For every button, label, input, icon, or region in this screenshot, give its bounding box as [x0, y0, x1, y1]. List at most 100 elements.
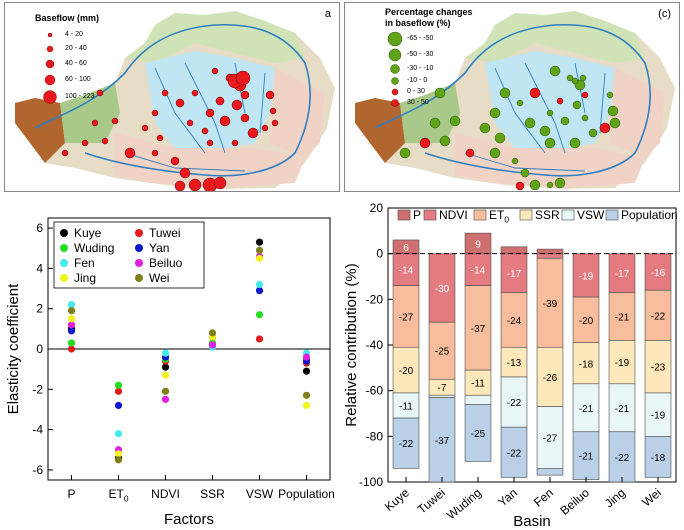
panel-label-c: (c): [658, 8, 671, 20]
percentage-change-station-dot: [571, 77, 579, 85]
percentage-legend-label-3: -30 - -10: [407, 65, 434, 72]
legend-dot-65-50: [387, 31, 403, 47]
contribution-x-tick-label: Wuding: [444, 486, 484, 523]
contribution-bar-p: [500, 246, 528, 254]
contribution-bar-label: -22: [615, 453, 630, 464]
baseflow-station-dot: [141, 124, 149, 132]
legend-dot-50-30: [388, 48, 402, 62]
northern-desert: [125, 11, 305, 63]
percentage-change-station-dot: [489, 147, 501, 159]
contribution-y-tick-label: -40: [366, 338, 384, 352]
contribution-x-tick-label: Jing: [602, 486, 628, 511]
contribution-bar-et0: [644, 289, 672, 341]
contribution-bar-label: -17: [615, 269, 630, 280]
elasticity-point-wei: [67, 307, 76, 315]
baseflow-station-dot: [191, 89, 199, 97]
elasticity-y-tick-label: 0: [36, 342, 43, 356]
contribution-bar-vsw: [572, 383, 600, 433]
elasticity-legend-marker-tuwei: [135, 229, 143, 237]
baseflow-station-dot: [186, 119, 194, 127]
elasticity-point-wei: [255, 246, 264, 254]
baseflow-station-dot: [161, 89, 169, 97]
contribution-bar-label: -20: [579, 316, 594, 327]
percentage-change-station-dot: [516, 99, 524, 107]
percentage-change-station-dot: [569, 137, 581, 149]
contribution-bar-ssr: [608, 340, 636, 385]
elasticity-point-jing: [255, 254, 264, 262]
southern-basins: [115, 133, 305, 188]
baseflow-legend-label-5: 100 - 223: [65, 93, 95, 100]
percentage-change-map-canvas: [345, 3, 679, 191]
percentage-legend-label-2: -50 - -30: [407, 51, 434, 58]
percentage-change-station-dot: [546, 109, 554, 117]
elasticity-point-jing: [67, 315, 76, 323]
baseflow-legend-label-1: 4 - 20: [65, 31, 83, 38]
elasticity-legend-label-fen: Fen: [74, 256, 95, 270]
baseflow-station-dot: [231, 99, 243, 111]
contribution-y-tick-label: -100: [359, 475, 383, 489]
percentage-legend-label-6: 30 - 50: [407, 99, 429, 106]
elasticity-point-fen: [161, 349, 170, 357]
elasticity-point-wuding: [67, 339, 76, 347]
yellow-river-line: [34, 23, 311, 177]
contribution-legend-label-ndvi: NDVI: [439, 208, 468, 222]
baseflow-station-dot: [175, 98, 185, 108]
percentage-legend-title-line2: in baseflow (%): [385, 18, 451, 28]
percentage-change-station-dot: [515, 181, 525, 191]
contribution-bar-ssr: [572, 342, 600, 385]
baseflow-station-dot: [240, 113, 250, 123]
elasticity-legend-label-wuding: Wuding: [74, 241, 114, 255]
baseflow-station-dot: [261, 124, 269, 132]
contribution-bar-et0: [500, 292, 528, 348]
contribution-bar-label: -13: [507, 358, 522, 369]
contribution-bar-label: -37: [435, 436, 450, 447]
baseflow-station-dot: [269, 107, 277, 115]
contribution-bar-vsw: [608, 383, 636, 433]
elasticity-y-axis-title: Elasticity coefficient: [5, 283, 22, 414]
contribution-bar-label: -21: [579, 404, 594, 415]
contribution-bar-et0: [608, 292, 636, 341]
baseflow-legend-label-3: 40 - 60: [65, 60, 87, 67]
contribution-bar-ssr: [464, 369, 492, 396]
contribution-bar-label: 6: [403, 243, 409, 254]
elasticity-point-tuwei: [114, 387, 123, 395]
contribution-bar-label: -25: [435, 347, 450, 358]
contribution-bar-population: [464, 404, 492, 462]
contribution-bar-label: -30: [435, 284, 450, 295]
contribution-legend-swatch-population: [605, 209, 619, 221]
baseflow-station-dot: [188, 178, 202, 191]
baseflow-station-dot: [156, 134, 164, 142]
contribution-bar-population: [428, 397, 456, 483]
contribution-bar-label: -37: [471, 324, 486, 335]
contribution-legend-swatch-vsw: [561, 209, 575, 221]
percentage-change-station-dot: [556, 97, 564, 105]
contribution-bar-label: -26: [543, 373, 558, 384]
map-c-western-mountains: [355, 98, 405, 163]
baseflow-station-dot: [91, 119, 99, 127]
elasticity-legend-marker-beiluo: [135, 259, 143, 267]
baseflow-station-dot: [179, 167, 191, 179]
elasticity-x-tick-label: Population: [278, 487, 335, 501]
percentage-change-station-dot: [549, 65, 561, 77]
contribution-bar-label: -22: [507, 398, 522, 409]
contribution-bar-population: [644, 436, 672, 478]
elasticity-point-jing: [161, 371, 170, 379]
elasticity-legend-label-beiluo: Beiluo: [149, 256, 183, 270]
percentage-change-station-dot: [560, 116, 570, 126]
legend-dot-30-50: [391, 99, 399, 107]
contribution-bar-vsw: [392, 392, 420, 419]
elasticity-point-wei: [302, 391, 311, 399]
elasticity-x-tick-label: VSW: [246, 487, 274, 501]
elasticity-point-beiluo: [302, 353, 311, 361]
elasticity-legend-marker-wei: [135, 274, 143, 282]
elasticity-point-yan: [67, 327, 76, 335]
contribution-x-tick-label: Kuye: [382, 485, 412, 514]
contribution-y-axis-title: Relative contribution (%): [343, 263, 360, 426]
percentage-change-map: Percentage changes in baseflow (%) -65 -…: [344, 2, 680, 192]
percentage-change-station-dot: [588, 128, 598, 138]
percentage-change-station-dot: [499, 87, 511, 99]
elasticity-y-tick-label: 2: [36, 302, 43, 316]
elasticity-y-tick-label: -4: [32, 423, 43, 437]
contribution-bar-label: -39: [543, 299, 558, 310]
elasticity-point-tuwei: [255, 335, 264, 343]
